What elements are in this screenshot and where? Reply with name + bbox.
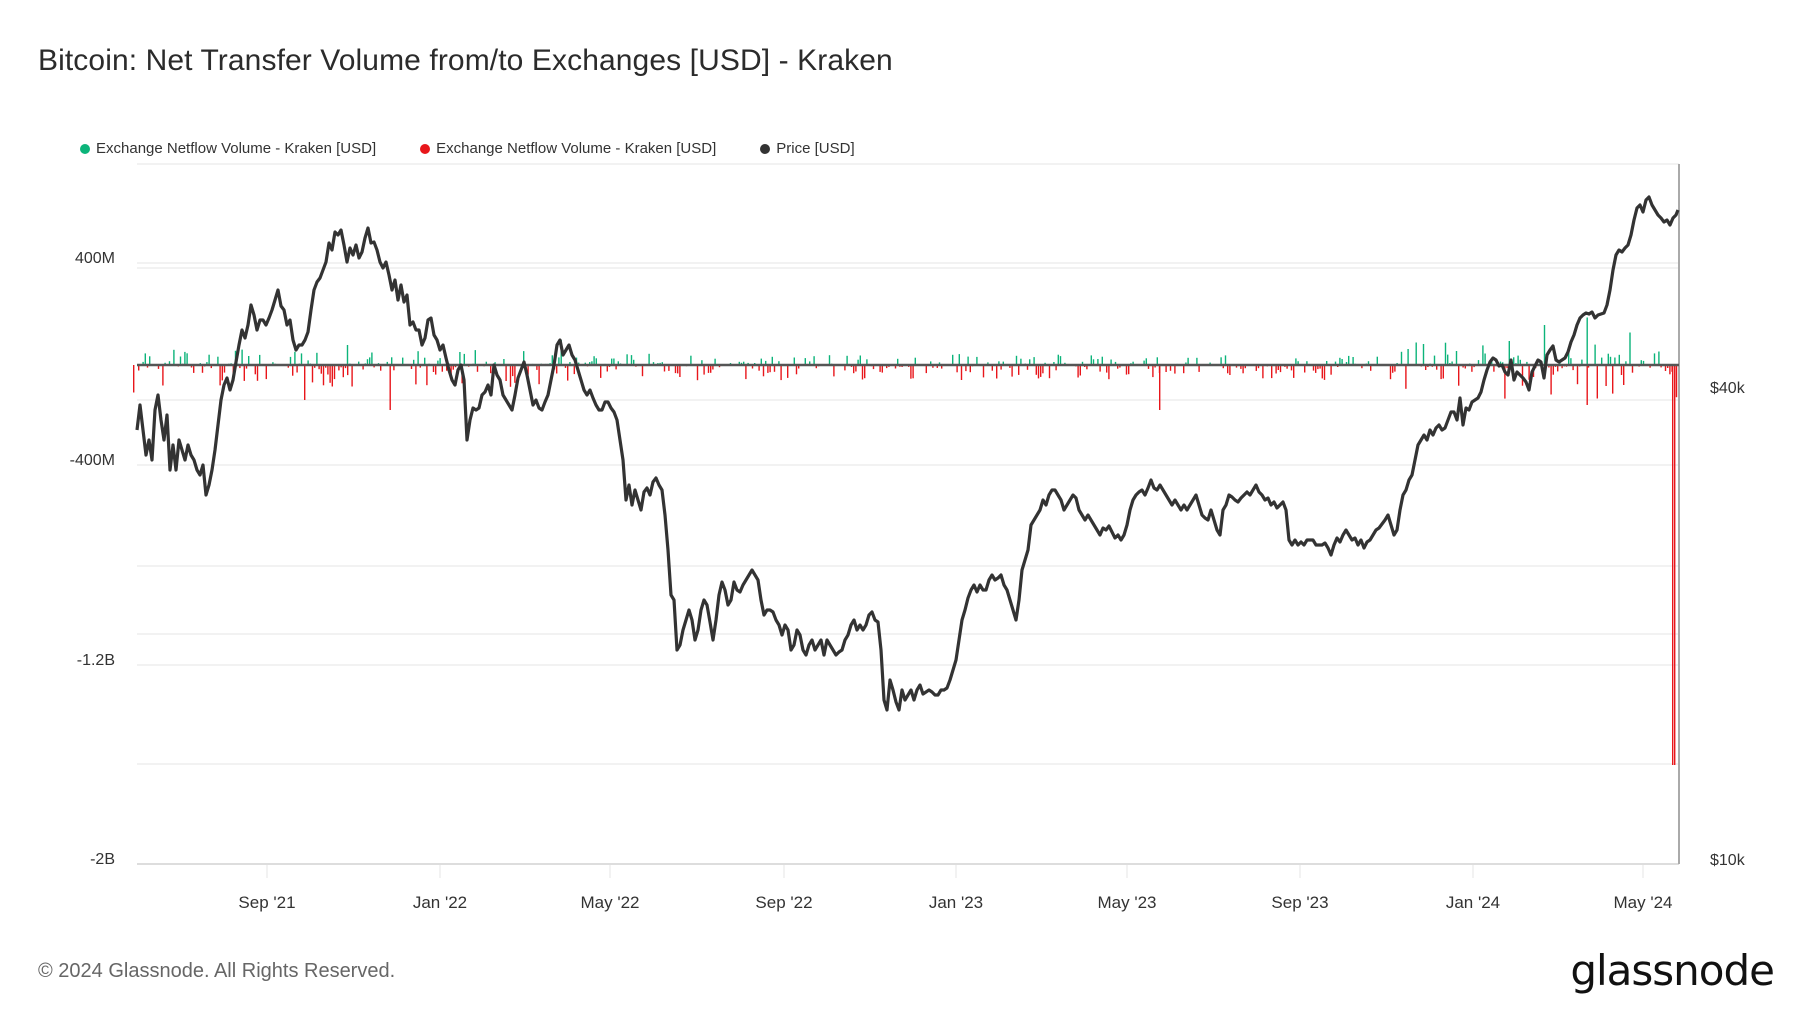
legend: Exchange Netflow Volume - Kraken [USD] E… [80,140,855,157]
left-axis-tick: 400M [74,250,115,267]
x-axis-tick: Sep '21 [238,893,296,912]
glassnode-logo: glassnode [1570,946,1775,995]
x-axis-tick: Jan '24 [1445,893,1501,912]
chart-title: Bitcoin: Net Transfer Volume from/to Exc… [38,44,893,77]
copyright-text: © 2024 Glassnode. All Rights Reserved. [38,960,396,982]
legend-label: Price [USD] [776,140,855,157]
x-tick-marks [266,864,1644,878]
left-axis-tick: -1.2B [76,652,115,669]
x-axis-tick: Jan '22 [412,893,468,912]
legend-item-outflow[interactable]: Exchange Netflow Volume - Kraken [USD] [420,140,716,157]
red-dot-icon [420,143,431,154]
right-axis-tick: $40k [1710,380,1745,397]
legend-item-price[interactable]: Price [USD] [760,140,855,157]
right-axis-tick: $10k [1710,852,1745,869]
x-axis-tick: Sep '22 [755,893,813,912]
legend-item-inflow[interactable]: Exchange Netflow Volume - Kraken [USD] [80,140,376,157]
x-axis-tick: May '24 [1613,893,1673,912]
x-axis-tick: May '23 [1097,893,1157,912]
x-axis-tick: Jan '23 [928,893,984,912]
gridlines [137,163,1679,765]
x-axis-tick: May '22 [580,893,640,912]
left-axis-tick: -2B [90,851,115,868]
green-dot-icon [80,143,90,154]
left-axis-tick: -400M [69,452,115,469]
price-line [135,195,1680,712]
legend-label: Exchange Netflow Volume - Kraken [USD] [436,140,717,157]
legend-label: Exchange Netflow Volume - Kraken [USD] [96,140,377,157]
x-axis-tick: Sep '23 [1271,893,1329,912]
dark-dot-icon [760,143,771,154]
